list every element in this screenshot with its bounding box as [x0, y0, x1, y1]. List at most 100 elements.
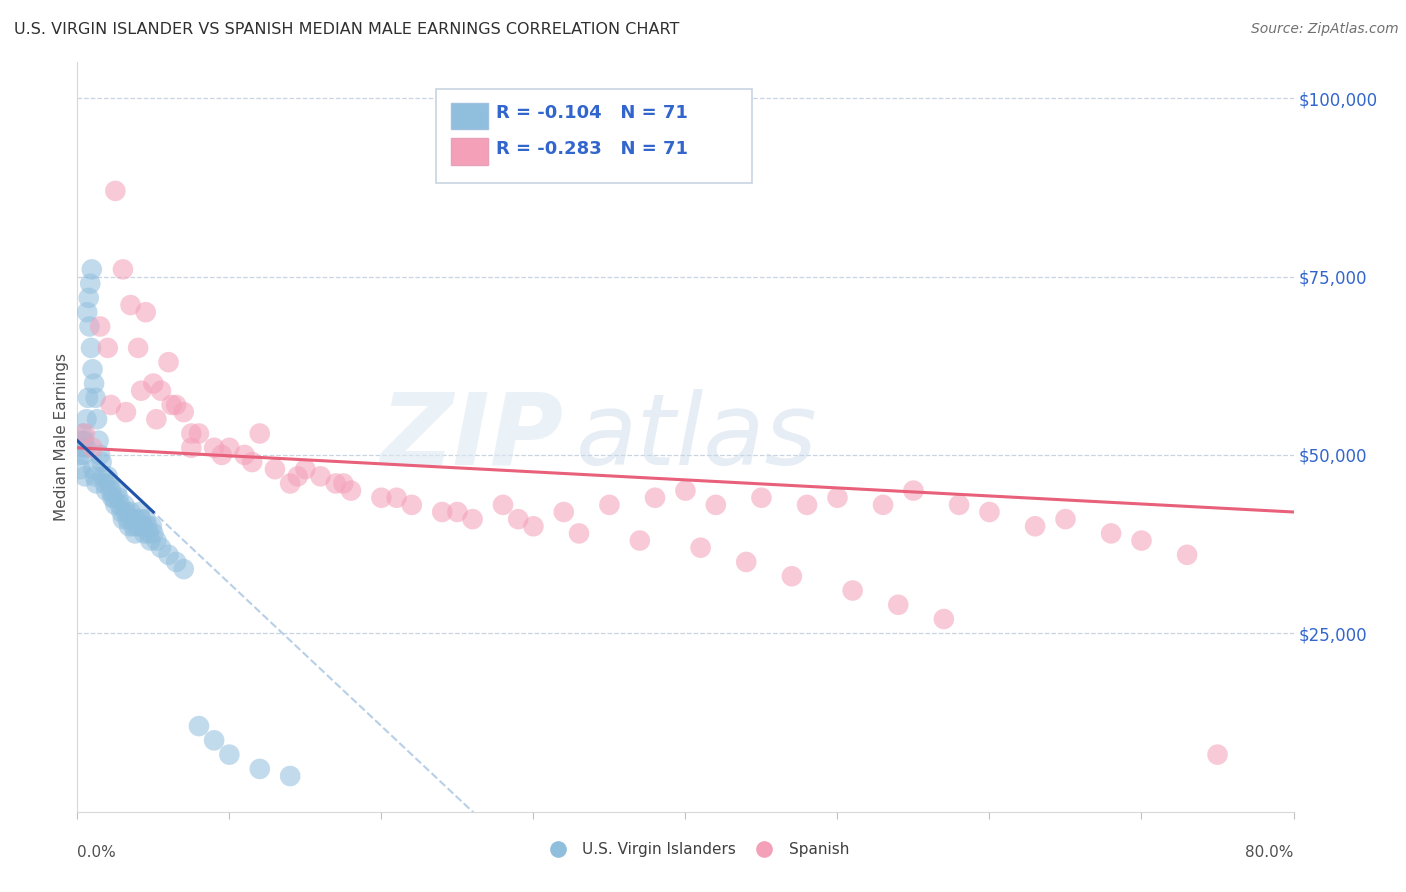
- Point: [903, 483, 925, 498]
- Point: [278, 769, 301, 783]
- Point: [69, 448, 91, 462]
- Point: [104, 184, 127, 198]
- Point: [188, 426, 211, 441]
- Point: [385, 491, 408, 505]
- Point: [87, 434, 110, 448]
- Point: [240, 455, 263, 469]
- Point: [1054, 512, 1077, 526]
- Text: U.S. Virgin Islanders: U.S. Virgin Islanders: [582, 842, 735, 856]
- Point: [218, 747, 240, 762]
- Point: [628, 533, 651, 548]
- Point: [135, 305, 157, 319]
- Point: [82, 462, 104, 476]
- Point: [294, 462, 316, 476]
- Point: [120, 505, 142, 519]
- Point: [149, 541, 172, 555]
- Text: Spanish: Spanish: [789, 842, 849, 856]
- Point: [180, 441, 202, 455]
- Point: [75, 412, 97, 426]
- Point: [160, 398, 183, 412]
- Point: [202, 733, 225, 747]
- Point: [446, 505, 468, 519]
- Point: [91, 469, 114, 483]
- Point: [461, 512, 484, 526]
- Point: [751, 491, 773, 505]
- Point: [675, 483, 697, 498]
- Point: [122, 519, 145, 533]
- Point: [689, 541, 711, 555]
- Point: [780, 569, 803, 583]
- Point: [73, 434, 96, 448]
- Point: [129, 384, 152, 398]
- Point: [77, 291, 100, 305]
- Point: [77, 391, 100, 405]
- Point: [841, 583, 863, 598]
- Point: [73, 426, 96, 441]
- Point: [121, 512, 143, 526]
- Point: [249, 426, 271, 441]
- Point: [598, 498, 620, 512]
- Point: [202, 441, 225, 455]
- Text: R = -0.104   N = 71: R = -0.104 N = 71: [496, 104, 688, 122]
- Point: [188, 719, 211, 733]
- Point: [104, 498, 127, 512]
- Point: [79, 277, 101, 291]
- Point: [72, 448, 94, 462]
- Point: [1099, 526, 1122, 541]
- Point: [100, 483, 122, 498]
- Point: [704, 498, 727, 512]
- Point: [233, 448, 256, 462]
- Point: [278, 476, 301, 491]
- Point: [553, 505, 575, 519]
- Point: [492, 498, 515, 512]
- Point: [80, 341, 103, 355]
- Point: [115, 405, 138, 419]
- Point: [430, 505, 453, 519]
- Point: [110, 505, 132, 519]
- Point: [120, 298, 142, 312]
- Point: [332, 476, 354, 491]
- Point: [79, 319, 101, 334]
- Point: [107, 491, 129, 505]
- Text: 0.0%: 0.0%: [77, 846, 117, 861]
- Point: [165, 555, 187, 569]
- Point: [508, 512, 530, 526]
- Text: Source: ZipAtlas.com: Source: ZipAtlas.com: [1251, 22, 1399, 37]
- Point: [73, 469, 96, 483]
- Point: [872, 498, 894, 512]
- Point: [522, 519, 544, 533]
- Text: ZIP: ZIP: [381, 389, 564, 485]
- Point: [165, 398, 187, 412]
- Point: [84, 391, 107, 405]
- Point: [264, 462, 287, 476]
- Point: [218, 441, 240, 455]
- Point: [105, 483, 128, 498]
- Point: [142, 526, 165, 541]
- Point: [82, 362, 104, 376]
- Point: [96, 483, 118, 498]
- Point: [100, 398, 122, 412]
- Point: [80, 262, 103, 277]
- Point: [1175, 548, 1198, 562]
- Point: [340, 483, 363, 498]
- Point: [948, 498, 970, 512]
- Point: [97, 341, 120, 355]
- Point: [145, 412, 167, 426]
- Point: [70, 434, 93, 448]
- Point: [138, 526, 160, 541]
- Y-axis label: Median Male Earnings: Median Male Earnings: [53, 353, 69, 521]
- Point: [125, 512, 148, 526]
- Point: [157, 548, 180, 562]
- Point: [173, 405, 195, 419]
- Point: [86, 476, 108, 491]
- Point: [136, 519, 159, 533]
- Text: U.S. VIRGIN ISLANDER VS SPANISH MEDIAN MALE EARNINGS CORRELATION CHART: U.S. VIRGIN ISLANDER VS SPANISH MEDIAN M…: [14, 22, 679, 37]
- Point: [97, 469, 120, 483]
- Point: [149, 384, 172, 398]
- Point: [568, 526, 591, 541]
- Point: [111, 512, 134, 526]
- Point: [135, 512, 157, 526]
- Point: [979, 505, 1001, 519]
- Point: [76, 305, 98, 319]
- Point: [211, 448, 233, 462]
